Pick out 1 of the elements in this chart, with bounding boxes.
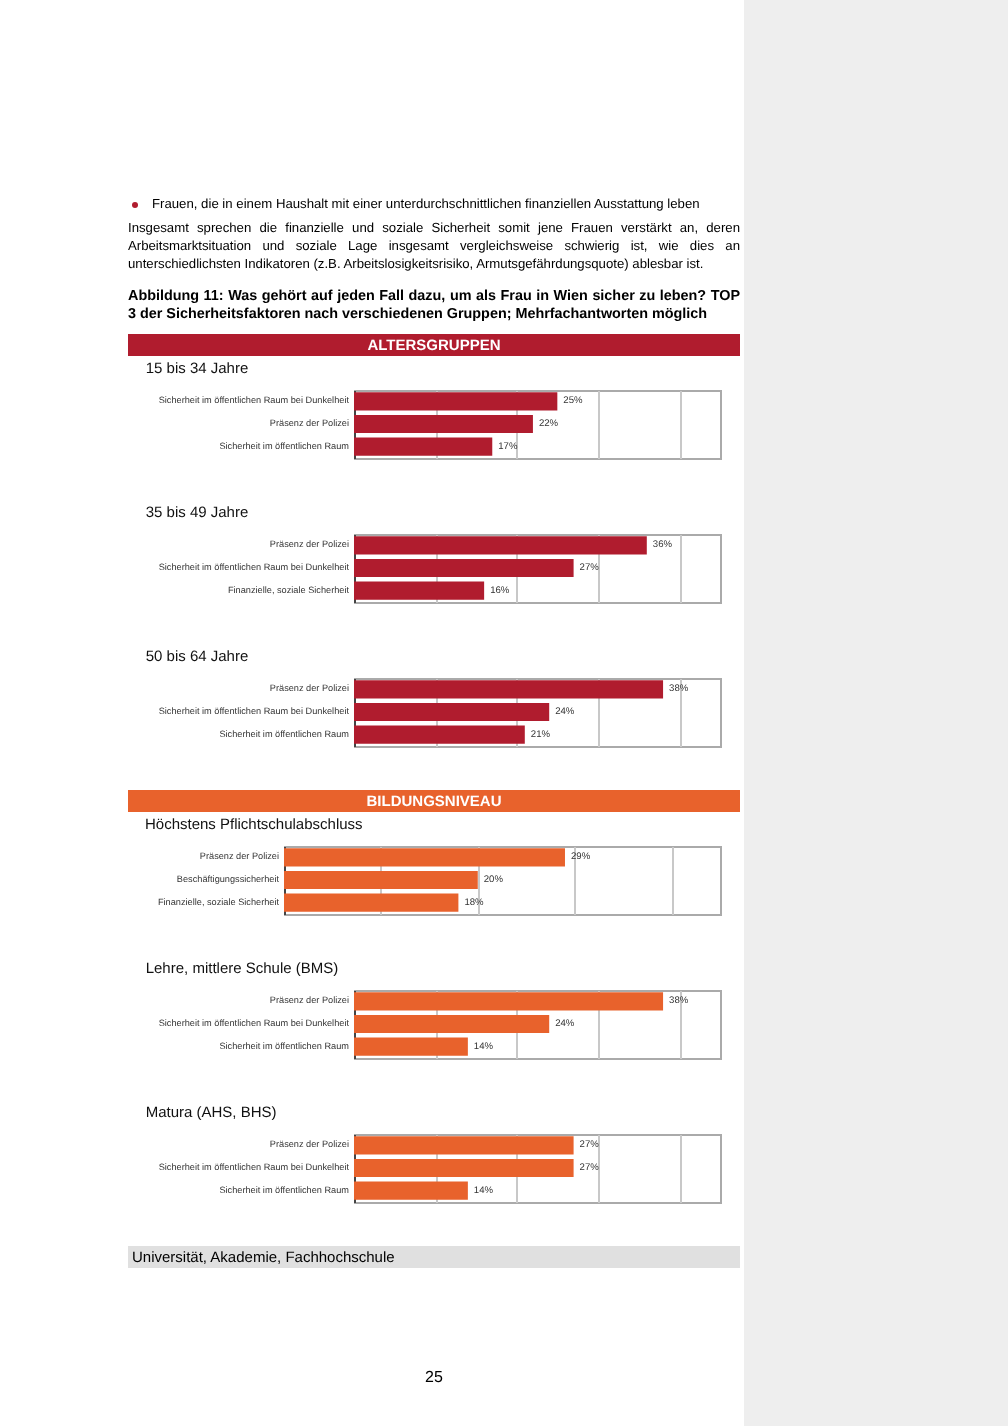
text: 25 — [425, 1368, 443, 1386]
